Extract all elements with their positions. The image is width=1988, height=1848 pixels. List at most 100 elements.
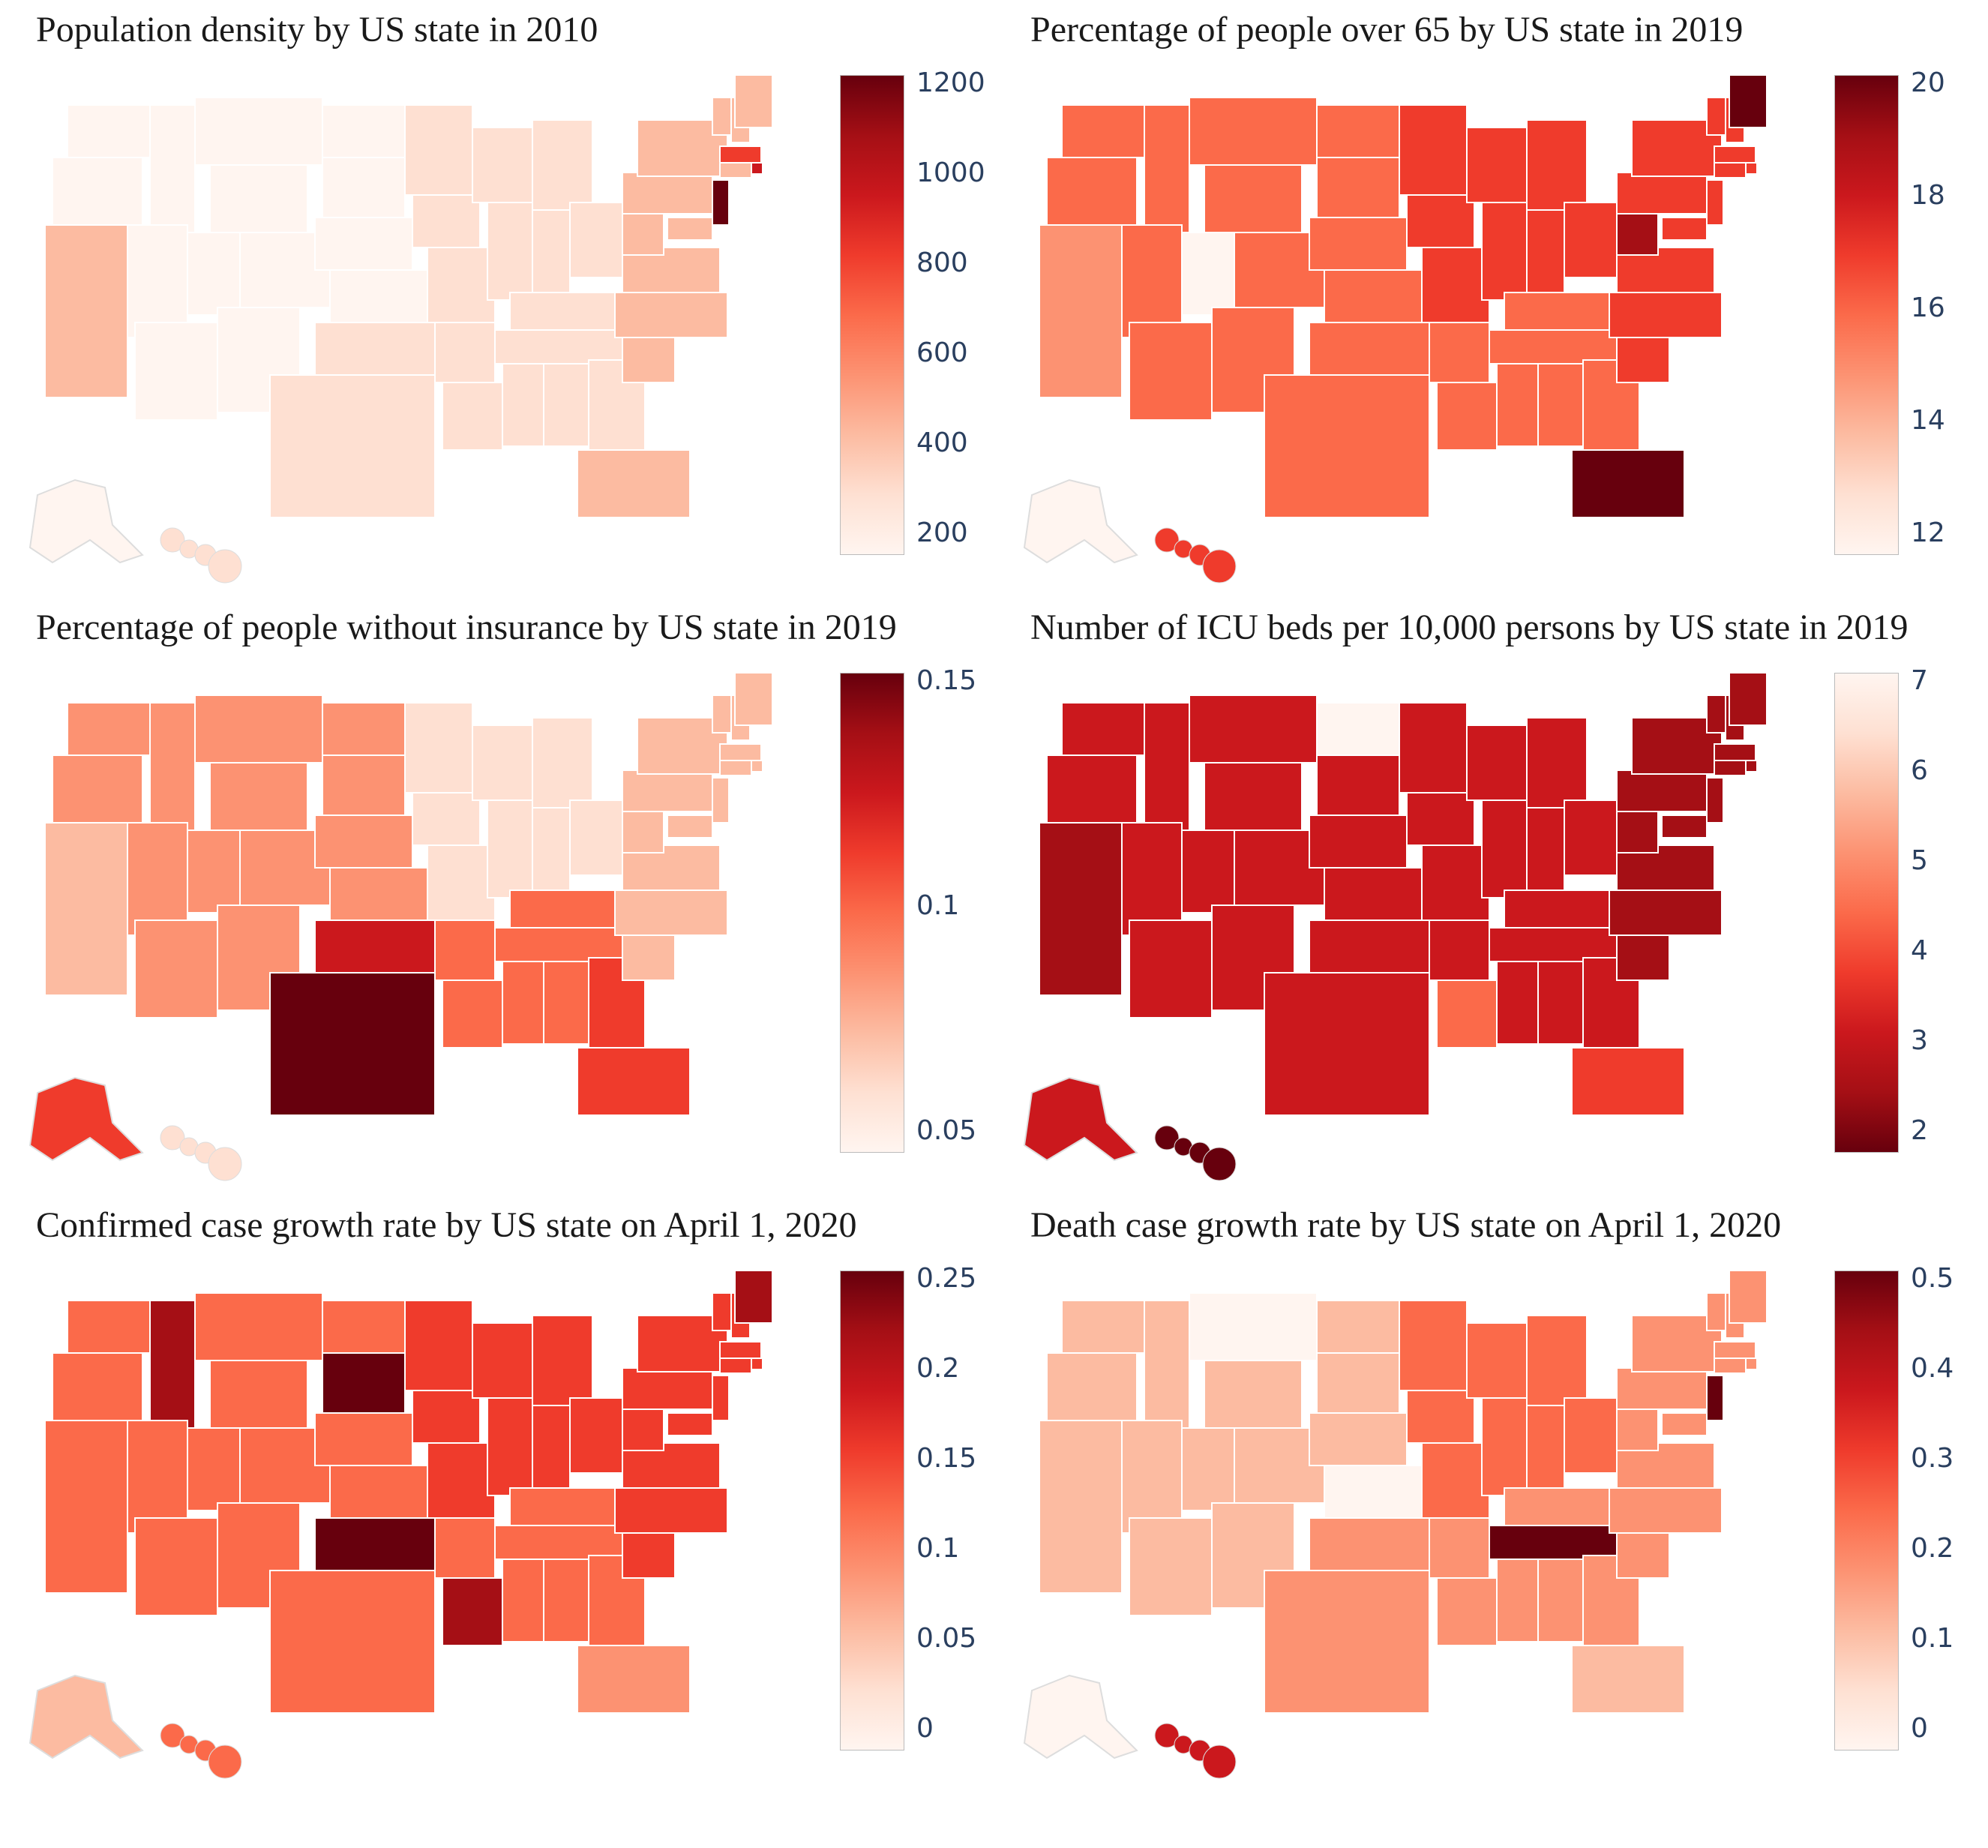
state-arkansas: [1429, 1517, 1490, 1579]
state-iowa: [412, 792, 481, 846]
colorbar-tick: 3: [1911, 1025, 1928, 1056]
state-north-dakota: [1316, 1300, 1400, 1354]
state-minnesota: [1399, 104, 1468, 196]
colorbar-tick: 200: [916, 518, 968, 548]
colorbar-tick: 16: [1911, 292, 1945, 323]
state-louisiana: [442, 980, 503, 1048]
state-hawaii: [1202, 1744, 1237, 1779]
state-tennessee: [494, 927, 623, 962]
colorbar-tick: 7: [1911, 665, 1928, 696]
state-alaska: [1023, 1674, 1138, 1760]
state-arizona: [1129, 1517, 1213, 1616]
colorbar: [1834, 673, 1899, 1153]
state-kentucky: [509, 890, 616, 928]
state-oregon: [52, 157, 143, 226]
state-alaska: [1023, 1076, 1138, 1162]
state-wisconsin: [472, 724, 533, 801]
state-rhode-island: [751, 162, 763, 175]
state-wisconsin: [1466, 1322, 1528, 1399]
state-hawaii: [208, 549, 242, 584]
state-washington: [1061, 702, 1145, 756]
state-ohio: [569, 202, 623, 278]
state-idaho: [149, 702, 196, 831]
state-california: [44, 224, 128, 398]
state-missouri: [427, 1442, 496, 1519]
state-michigan: [1526, 1315, 1588, 1406]
state-rhode-island: [751, 1358, 763, 1370]
state-indiana: [1526, 807, 1565, 891]
colorbar-tick: 0.05: [916, 1115, 977, 1146]
state-rhode-island: [751, 760, 763, 772]
state-ohio: [1564, 800, 1618, 876]
colorbar-tick: 0.1: [916, 890, 960, 921]
state-maryland: [1661, 814, 1708, 838]
state-california: [1039, 224, 1123, 398]
state-kansas: [1324, 1465, 1423, 1519]
state-west-virginia: [622, 1405, 664, 1451]
colorbar-tick: 2: [1911, 1115, 1928, 1146]
state-missouri: [1421, 1442, 1490, 1519]
state-georgia: [1582, 957, 1640, 1048]
state-ohio: [569, 800, 623, 876]
colorbar-tick: 400: [916, 428, 968, 458]
state-new-jersey: [712, 777, 730, 824]
state-oregon: [52, 1352, 143, 1421]
state-nevada: [1121, 224, 1183, 338]
state-california: [1039, 822, 1123, 996]
state-arkansas: [1429, 920, 1490, 981]
state-maine: [1729, 672, 1768, 726]
state-arizona: [134, 920, 218, 1018]
state-indiana: [532, 1405, 571, 1489]
colorbar: [1834, 75, 1899, 555]
state-arizona: [134, 1517, 218, 1616]
colorbar-tick: 0.15: [916, 1443, 977, 1474]
state-south-carolina: [622, 1532, 676, 1579]
state-minnesota: [404, 702, 473, 794]
state-pennsylvania: [622, 770, 713, 812]
state-illinois: [487, 1397, 533, 1496]
state-pennsylvania: [1616, 172, 1708, 214]
state-alabama: [543, 961, 589, 1045]
state-connecticut: [1714, 760, 1747, 776]
state-montana: [1189, 694, 1318, 764]
panel-over-65: Percentage of people over 65 by US state…: [994, 0, 1988, 597]
state-tennessee: [1489, 1525, 1618, 1560]
colorbar-tick: 20: [1911, 68, 1945, 98]
state-california: [1039, 1420, 1123, 1594]
state-mississippi: [502, 961, 544, 1045]
state-texas: [1264, 374, 1430, 518]
state-south-dakota: [1316, 157, 1400, 218]
state-oregon: [1046, 157, 1138, 226]
state-west-virginia: [622, 807, 664, 854]
colorbar-tick: 0.1: [916, 1533, 960, 1564]
panel-icu-beds: Number of ICU beds per 10,000 persons by…: [994, 598, 1988, 1195]
state-south-dakota: [1316, 754, 1400, 816]
state-south-carolina: [1616, 1532, 1670, 1579]
state-iowa: [412, 194, 481, 248]
state-west-virginia: [1616, 1405, 1659, 1451]
panel-title: Percentage of people over 65 by US state…: [1030, 10, 1744, 50]
state-louisiana: [442, 1577, 503, 1646]
state-idaho: [1144, 702, 1190, 831]
state-montana: [1189, 1292, 1318, 1361]
state-alabama: [1537, 1558, 1584, 1642]
state-north-carolina: [614, 1487, 728, 1534]
state-massachusetts: [1714, 146, 1756, 164]
colorbar-tick: 18: [1911, 180, 1945, 211]
state-south-carolina: [622, 337, 676, 383]
state-indiana: [532, 807, 571, 891]
state-south-dakota: [322, 157, 406, 218]
state-florida: [1571, 449, 1685, 518]
state-south-dakota: [1316, 1352, 1400, 1414]
state-minnesota: [404, 1300, 473, 1391]
state-hawaii: [208, 1147, 242, 1181]
state-mississippi: [1496, 961, 1539, 1045]
colorbar-tick: 600: [916, 338, 968, 368]
state-oklahoma: [1309, 322, 1430, 376]
state-nevada: [1121, 1420, 1183, 1534]
colorbar-tick: 0.05: [916, 1623, 977, 1654]
panel-title: Death case growth rate by US state on Ap…: [1030, 1205, 1782, 1245]
choropleth-map: [28, 672, 773, 1181]
state-south-dakota: [322, 754, 406, 816]
state-oklahoma: [314, 920, 436, 974]
